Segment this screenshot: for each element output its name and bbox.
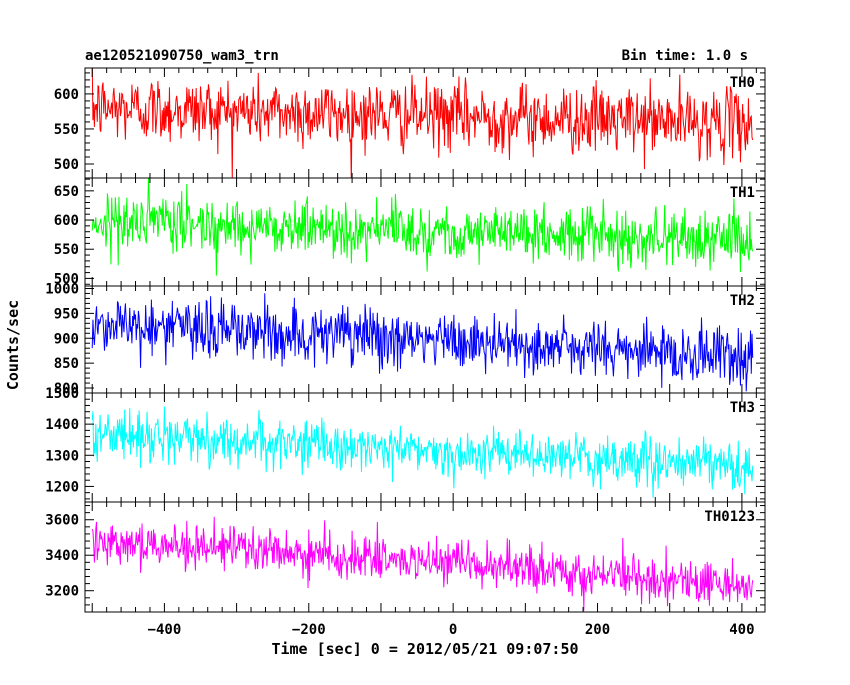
y-tick-label: 650 (54, 184, 79, 200)
y-tick-label: 1200 (45, 479, 79, 495)
series-line-th0123 (91, 516, 754, 611)
series-line-th1 (91, 178, 754, 276)
y-tick-label: 950 (54, 306, 79, 322)
x-tick-label: −200 (292, 622, 326, 638)
y-axis-title: Counts/sec (4, 300, 22, 390)
series-line-th3 (91, 406, 754, 498)
y-tick-label: 3200 (45, 584, 79, 600)
y-tick-label: 500 (54, 271, 79, 287)
y-tick-label: 3400 (45, 548, 79, 564)
panel-frame (84, 392, 766, 503)
y-tick-label: 1300 (45, 448, 79, 464)
chart-title: ae120521090750_wam3_trn (85, 48, 279, 64)
bin-time-label: Bin time: 1.0 s (622, 48, 748, 64)
y-tick-label: 500 (54, 157, 79, 173)
y-tick-label: 600 (54, 87, 79, 103)
panel-label-th2: TH2 (730, 293, 755, 309)
series-line-th0 (91, 68, 754, 178)
x-axis-title: Time [sec] 0 = 2012/05/21 09:07:50 (271, 640, 578, 658)
y-tick-label: 550 (54, 242, 79, 258)
y-tick-label: 600 (54, 213, 79, 229)
x-tick-label: 0 (449, 622, 457, 638)
panel-label-th1: TH1 (730, 185, 755, 201)
panel-label-th0123: TH0123 (704, 509, 755, 525)
y-tick-label: 1000 (45, 281, 79, 297)
panel-th0: 500 550 600 TH0 (54, 67, 766, 179)
y-tick-label: 550 (54, 122, 79, 138)
panel-frame (84, 501, 766, 613)
panel-th2: 800 850 900 950 1000 TH2 (45, 281, 766, 397)
y-tick-label: 900 (54, 331, 79, 347)
panel-th3: 1200 1300 1400 1500 TH3 (45, 386, 766, 503)
x-tick-label: 200 (585, 622, 610, 638)
panel-label-th0: TH0 (730, 75, 755, 91)
panel-th1: 500 550 600 650 TH1 (54, 177, 766, 287)
y-tick-label: 800 (54, 381, 79, 397)
panel-label-th3: TH3 (730, 400, 755, 416)
series-line-th2 (91, 293, 754, 392)
y-tick-label: 850 (54, 356, 79, 372)
y-tick-label: 1400 (45, 417, 79, 433)
y-tick-label: 3600 (45, 513, 79, 529)
x-tick-label: −400 (148, 622, 182, 638)
panels-layer: 500 550 600 TH0 500 550 600 650 TH1 800 850 900 950 1… (45, 67, 766, 638)
panel-th0123: 3200 3400 3600 TH0123 −400 −200 0 200 400 (45, 501, 766, 638)
y-tick-label: 1500 (45, 386, 79, 402)
x-tick-label: 400 (729, 622, 754, 638)
